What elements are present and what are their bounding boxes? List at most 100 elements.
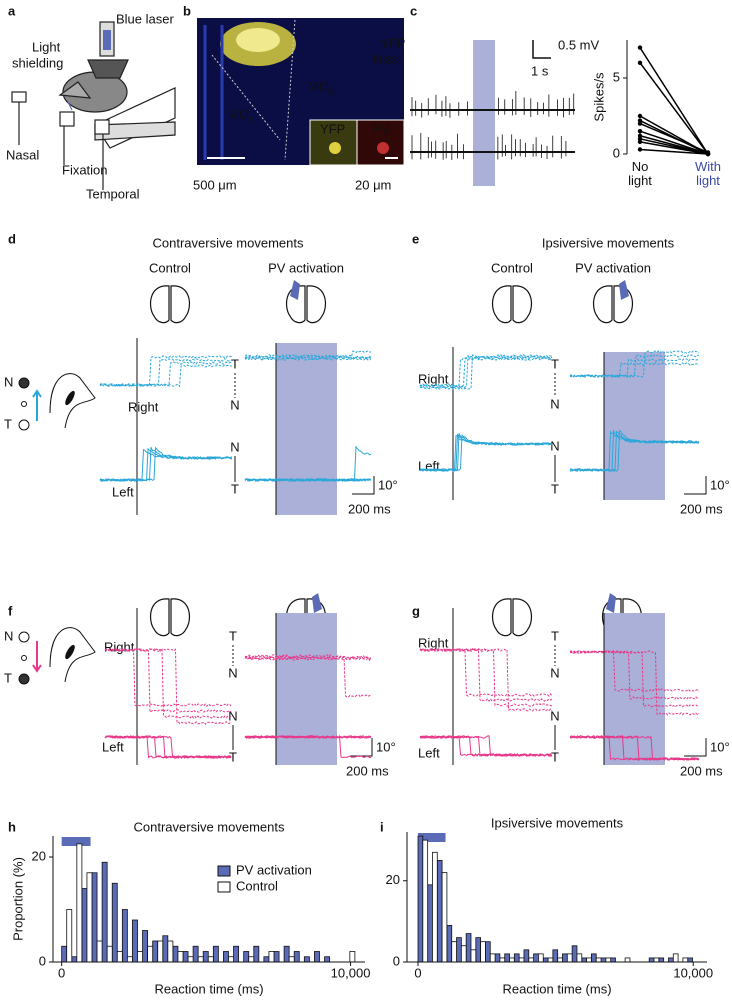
- bar: [528, 957, 535, 963]
- area-sub: s: [249, 114, 254, 124]
- direction-label: N: [550, 438, 559, 453]
- hemisphere: [170, 285, 191, 324]
- bar: [475, 937, 482, 963]
- bar: [504, 953, 510, 963]
- legend-swatch: [217, 881, 231, 893]
- brain-icon: [149, 285, 191, 324]
- panel-letter: b: [183, 3, 191, 18]
- bar: [446, 925, 453, 963]
- bar: [595, 957, 602, 963]
- bar: [465, 933, 472, 963]
- bar: [562, 953, 568, 963]
- bar: [293, 951, 300, 963]
- panel-letter: f: [8, 603, 13, 618]
- move-arrow: [32, 641, 42, 673]
- y-axis-label: Spikes/s: [591, 72, 606, 122]
- bar: [248, 956, 255, 963]
- direction-label: T: [229, 749, 237, 764]
- hemisphere: [149, 285, 170, 324]
- eye-trace: [244, 656, 372, 660]
- eye-label: N: [4, 374, 13, 389]
- bar: [137, 951, 143, 963]
- eye-trace: [104, 648, 232, 714]
- scale-label: 200 ms: [346, 763, 389, 778]
- x-axis-label: Reaction time (ms): [154, 981, 263, 996]
- stain-label: Nissl: [373, 51, 401, 66]
- eye-dot: [18, 673, 30, 685]
- eye-trace: [569, 735, 700, 762]
- stain-label: YFP: [380, 35, 405, 50]
- eye-trace: [419, 735, 553, 757]
- y-tick-label: 5: [613, 69, 620, 84]
- x-tick-label: 0: [414, 965, 421, 980]
- eye-trace: [104, 735, 232, 759]
- bar: [547, 957, 554, 963]
- scale-bar: [532, 40, 551, 59]
- brain-icon: [149, 598, 191, 637]
- eye-dot: [21, 401, 27, 407]
- bar: [121, 909, 128, 963]
- scale-label: 200 ms: [680, 763, 723, 778]
- hemisphere: [491, 598, 512, 637]
- bar: [288, 956, 295, 963]
- neuron-point: [705, 151, 711, 157]
- bar: [571, 945, 578, 963]
- eye-trace: [569, 650, 700, 716]
- direction-label: T: [551, 356, 559, 371]
- direction-label: N: [230, 439, 239, 454]
- bar: [610, 957, 616, 963]
- histology-image: [197, 18, 405, 166]
- direction-label: N: [228, 665, 237, 680]
- scale-label: 200 ms: [680, 501, 723, 516]
- eye-label: Right: [418, 635, 449, 650]
- bar: [314, 951, 320, 963]
- eye-trace: [104, 735, 232, 759]
- panel-letter: i: [380, 819, 384, 834]
- eye-trace: [104, 735, 232, 759]
- direction-label: T: [229, 628, 237, 643]
- bar: [653, 957, 660, 963]
- hemisphere: [170, 598, 191, 637]
- condition-label: PV activation: [575, 260, 651, 275]
- eye-dot: [21, 655, 27, 661]
- eye-trace: [569, 429, 700, 472]
- bar: [624, 957, 631, 963]
- bar: [533, 953, 539, 963]
- bar: [273, 951, 280, 963]
- eye-trace: [419, 648, 553, 707]
- eye-trace: [105, 648, 232, 726]
- bar: [197, 956, 204, 963]
- panel-letter: h: [8, 819, 16, 834]
- bar: [542, 957, 549, 963]
- hemisphere: [149, 598, 170, 637]
- neuron-point: [637, 121, 643, 126]
- scale-bar: [684, 476, 707, 495]
- bar: [212, 945, 219, 963]
- neuron-point: [637, 136, 643, 141]
- bar: [672, 953, 679, 963]
- bar: [605, 957, 612, 963]
- eye-label: Left: [418, 745, 440, 760]
- bar: [253, 945, 260, 963]
- direction-label: T: [551, 481, 559, 496]
- brain-icon: [491, 285, 533, 324]
- light-window: [276, 343, 337, 515]
- eye-trace: [419, 648, 553, 697]
- scale-bar: [352, 476, 375, 495]
- eye-label: Left: [102, 739, 124, 754]
- direction-label: N: [550, 396, 559, 411]
- eye-trace: [104, 648, 232, 708]
- laser-label: Blue laser: [116, 11, 174, 26]
- bar: [485, 941, 491, 963]
- bar: [489, 953, 496, 963]
- bar: [76, 843, 83, 963]
- bar: [668, 957, 674, 963]
- bar: [157, 940, 164, 963]
- bar: [682, 957, 689, 963]
- bar: [223, 951, 229, 963]
- eye-trace: [419, 433, 553, 472]
- x-tick-label: 10,000: [331, 965, 371, 980]
- bar: [591, 953, 597, 963]
- bar: [192, 945, 199, 963]
